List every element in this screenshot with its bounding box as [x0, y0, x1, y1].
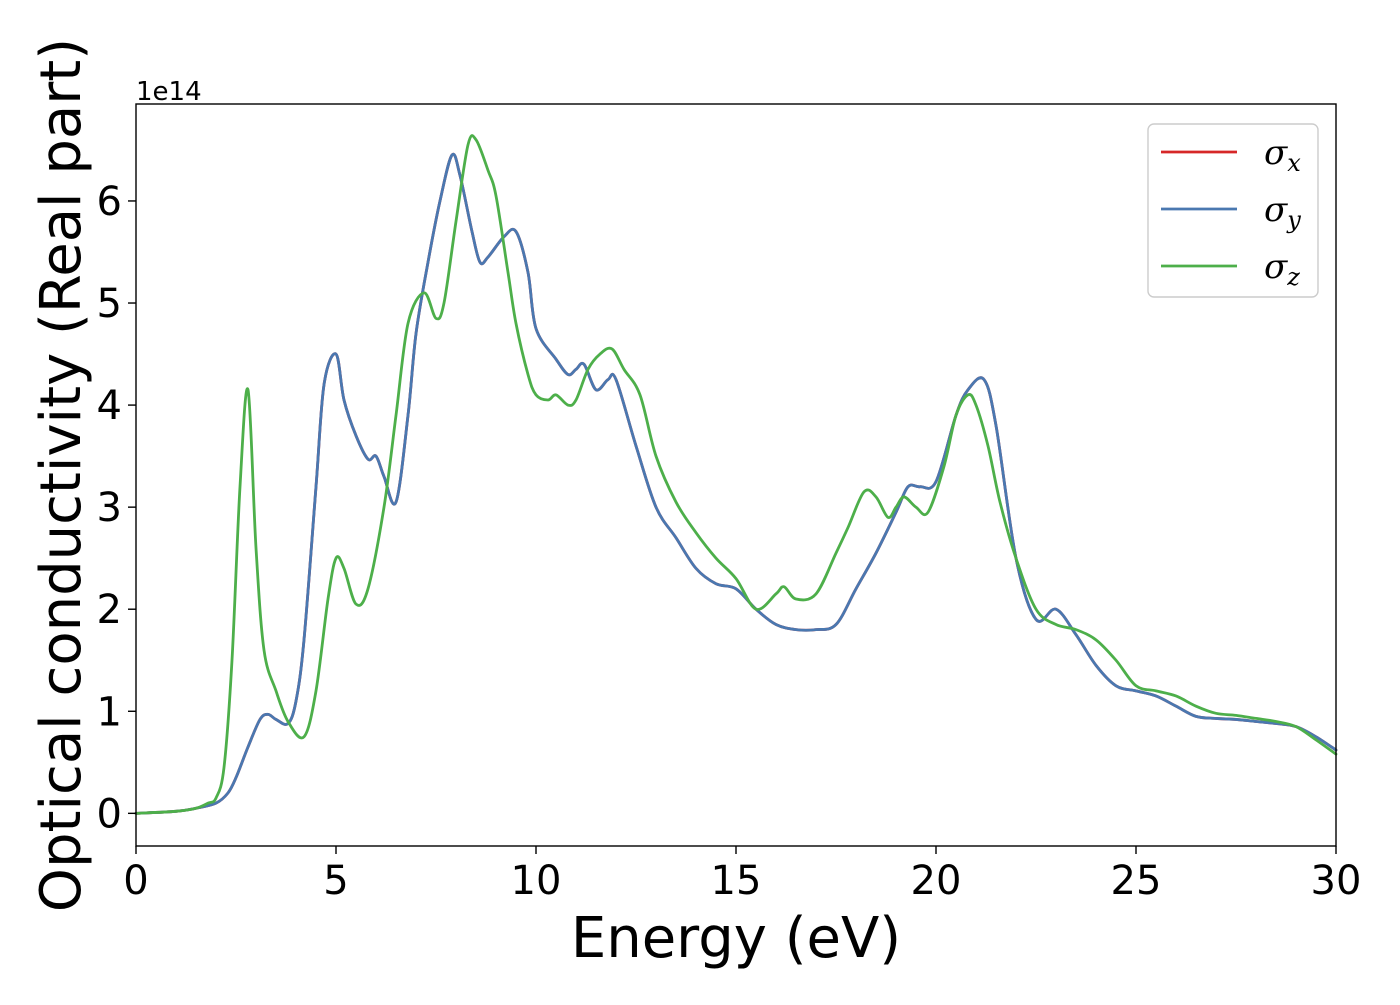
y-tick-label: 4 [97, 383, 122, 429]
x-tick-label: 0 [123, 858, 148, 904]
legend-label-z: σz [1264, 247, 1300, 291]
x-axis-title: Energy (eV) [571, 906, 901, 971]
x-tick-label: 20 [911, 858, 962, 904]
legend-box [1147, 123, 1319, 298]
x-tick-label: 5 [323, 858, 348, 904]
x-tick-label: 30 [1311, 858, 1362, 904]
plot-frame [135, 103, 1337, 847]
series-line-y [134, 152, 1338, 815]
series-layer [134, 134, 1338, 815]
ticks-layer: 0 5 10 15 20 25 30 0 1 2 3 4 5 6 [97, 179, 1362, 904]
x-tick-label: 10 [511, 858, 562, 904]
y-tick-label: 0 [97, 791, 122, 837]
legend-label-x: σx [1264, 133, 1301, 177]
y-tick-label: 1 [97, 689, 122, 735]
plot-area [136, 104, 1336, 846]
y-tick-label: 2 [97, 587, 122, 633]
y-tick-label: 3 [97, 485, 122, 531]
y-tick-label: 5 [97, 281, 122, 327]
x-tick-label: 15 [711, 858, 762, 904]
y-tick-label: 6 [97, 179, 122, 225]
x-tick-label: 25 [1111, 858, 1162, 904]
y-axis-title: Optical conductivity (Real part) [29, 38, 94, 912]
legend: σx σy σz [1147, 123, 1319, 298]
legend-entries: σx σy σz [1161, 133, 1301, 291]
legend-label-y: σy [1264, 190, 1301, 234]
y-offset-label: 1e14 [136, 77, 202, 107]
series-line-z [134, 134, 1338, 815]
